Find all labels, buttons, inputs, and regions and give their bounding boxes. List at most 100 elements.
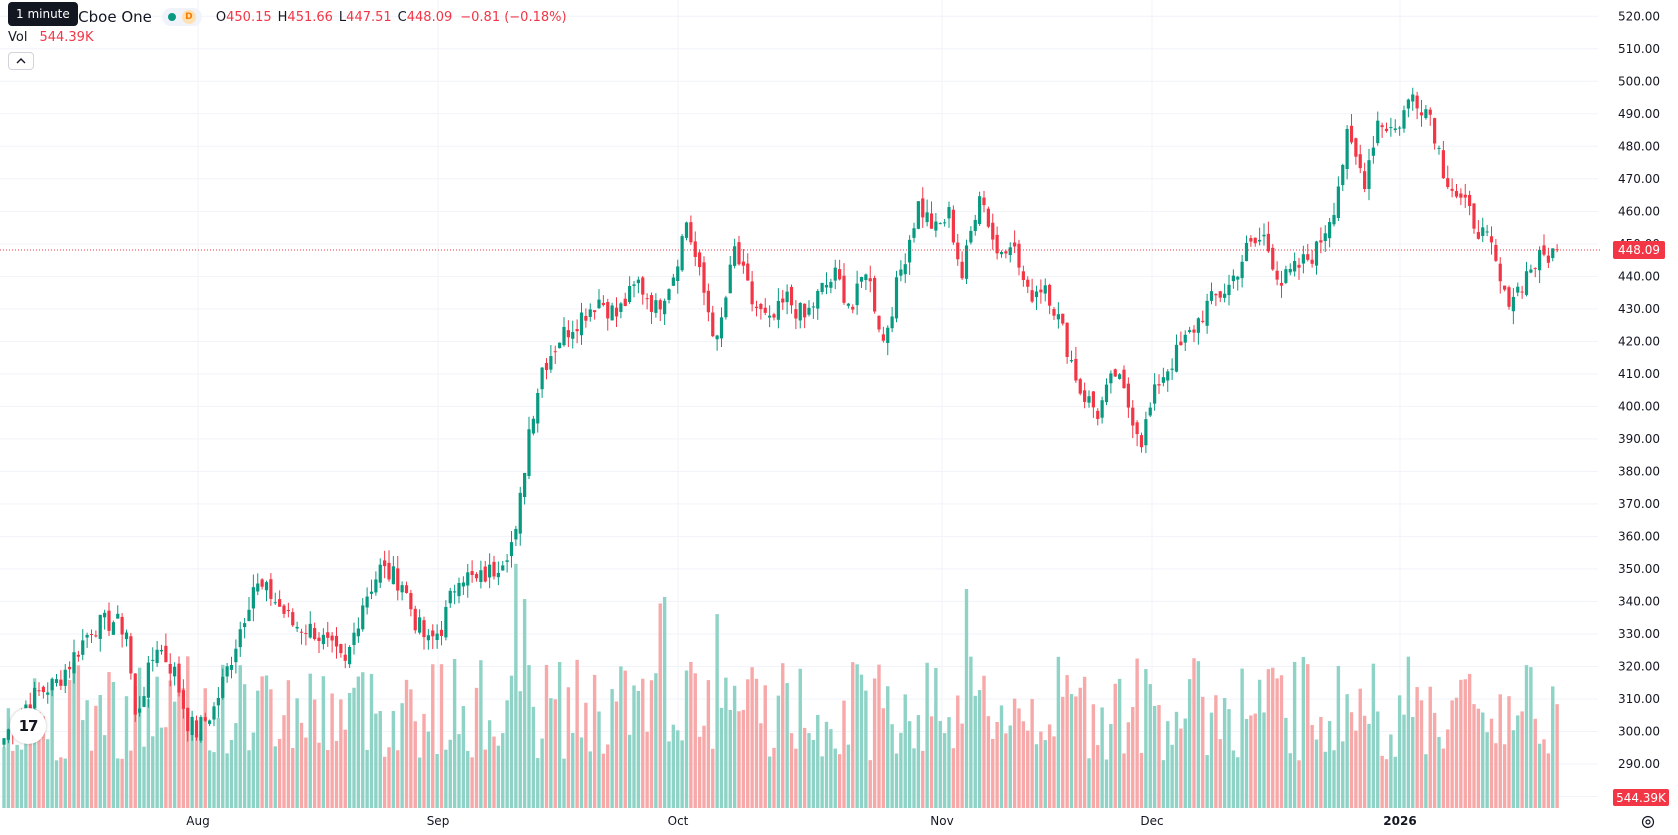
candle-body — [851, 306, 855, 310]
volume-bar — [1384, 759, 1389, 808]
candle-body — [789, 286, 794, 306]
candle-body — [1481, 227, 1485, 236]
candle-body — [256, 583, 260, 592]
change-value: −0.81 (−0.18%) — [460, 9, 567, 25]
volume-bar — [339, 699, 343, 808]
volume-bar — [702, 725, 706, 808]
volume-bar — [76, 665, 81, 808]
candle-body — [1293, 260, 1297, 272]
candle-body — [1533, 267, 1537, 269]
candle-body — [886, 327, 890, 343]
candle-body — [116, 613, 120, 619]
open-value: 450.15 — [226, 9, 272, 25]
candle-body — [540, 367, 544, 390]
candle-body — [186, 707, 190, 732]
volume-bar — [1266, 669, 1271, 808]
volume-bar — [2, 747, 6, 808]
volume-bar — [256, 690, 260, 808]
candle-body — [199, 717, 203, 741]
candle-body — [352, 632, 356, 645]
volume-bar — [689, 661, 693, 808]
volume-bar — [886, 686, 890, 808]
candle-body — [868, 278, 872, 282]
candle-body — [334, 635, 339, 647]
candle-body — [361, 605, 365, 630]
volume-bar — [999, 705, 1004, 808]
candle-body — [1179, 341, 1183, 346]
volume-bar — [1113, 683, 1117, 808]
volume-bar — [1314, 739, 1319, 808]
candle-body — [982, 197, 986, 206]
candle-body — [168, 663, 172, 674]
volume-bar — [487, 720, 492, 808]
price-axis[interactable]: 520.00 510.00 500.00 490.00 480.00 470.00 460.… — [1618, 9, 1660, 803]
candle-body — [365, 596, 369, 608]
volume-bar — [396, 750, 400, 808]
volume-bar — [1371, 663, 1376, 808]
candle-body — [1052, 308, 1056, 316]
candle-body — [1004, 251, 1008, 254]
candle-body — [999, 252, 1004, 255]
candle-body — [1188, 330, 1192, 332]
volume-bar — [951, 748, 956, 808]
candle-body — [448, 590, 452, 604]
candle-body — [978, 196, 982, 224]
candle-body — [98, 614, 102, 639]
candle-body — [1437, 147, 1441, 149]
candle-body — [1153, 384, 1157, 404]
volume-bar — [903, 694, 907, 808]
candle-body — [623, 298, 627, 307]
time-tick-label: Nov — [930, 814, 953, 828]
volume-bar — [221, 664, 225, 808]
candle-body — [636, 279, 640, 284]
candle-body — [330, 635, 334, 641]
volume-bar — [28, 722, 32, 808]
collapse-legend-button[interactable] — [8, 52, 34, 70]
candle-body — [151, 659, 155, 661]
candle-body — [1279, 282, 1284, 286]
candle-body — [247, 609, 251, 622]
volume-bar — [956, 695, 960, 808]
volume-bar — [155, 676, 159, 808]
volume-bar — [330, 693, 334, 808]
candle-body — [72, 652, 76, 674]
volume-bar — [63, 758, 67, 808]
candle-body — [746, 263, 750, 281]
candle-body — [418, 617, 422, 633]
volume-bar — [492, 736, 496, 808]
candle-body — [728, 264, 732, 294]
volume-bar — [623, 670, 627, 808]
candle-body — [54, 679, 59, 683]
volume-bar — [1187, 679, 1192, 808]
symbol-legend: nc. · 4h · Cboe One D O 450.15 H 451.66 … — [8, 6, 567, 28]
chart-settings-button[interactable] — [1638, 812, 1658, 832]
volume-bar — [1231, 750, 1236, 808]
candle-body — [444, 606, 448, 638]
volume-bar — [461, 706, 466, 808]
candle-body — [453, 591, 457, 593]
status-pill[interactable]: D — [161, 8, 202, 26]
candle-body — [1065, 322, 1069, 357]
volume-bar — [1288, 753, 1292, 808]
volume-bar — [1279, 675, 1284, 808]
time-axis[interactable]: Aug Sep Oct Nov Dec 2026 — [186, 814, 1416, 828]
candle-body — [903, 264, 907, 275]
candle-body — [715, 335, 719, 340]
candle-body — [483, 566, 487, 582]
candle-body — [1310, 259, 1314, 264]
volume-bar — [496, 745, 501, 808]
price-tick-label: 390.00 — [1618, 432, 1660, 446]
candle-body — [1503, 285, 1507, 290]
candle-body — [68, 666, 72, 670]
candle-body — [129, 636, 133, 674]
volume-bar — [697, 736, 702, 808]
volume-bar — [1253, 713, 1257, 808]
tradingview-logo[interactable]: 17 — [10, 708, 46, 744]
volume-bar — [1419, 700, 1424, 808]
volume-bar — [601, 753, 606, 808]
volume-bar — [1218, 739, 1222, 808]
candle-body — [1288, 268, 1292, 273]
candle-body — [378, 564, 382, 583]
candle-body — [225, 666, 229, 677]
